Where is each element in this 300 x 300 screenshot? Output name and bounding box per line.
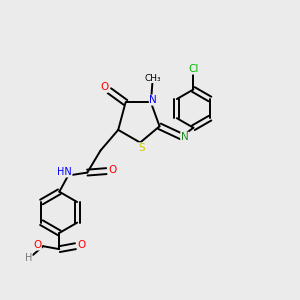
Text: CH₃: CH₃: [145, 74, 161, 82]
Text: HN: HN: [57, 167, 72, 177]
Text: O: O: [77, 240, 86, 250]
Text: N: N: [149, 95, 157, 105]
Text: N: N: [181, 132, 188, 142]
Text: S: S: [138, 143, 145, 153]
Text: O: O: [33, 240, 41, 250]
Text: O: O: [108, 165, 116, 175]
Text: H: H: [25, 253, 32, 263]
Text: Cl: Cl: [188, 64, 199, 74]
Text: O: O: [100, 82, 108, 92]
